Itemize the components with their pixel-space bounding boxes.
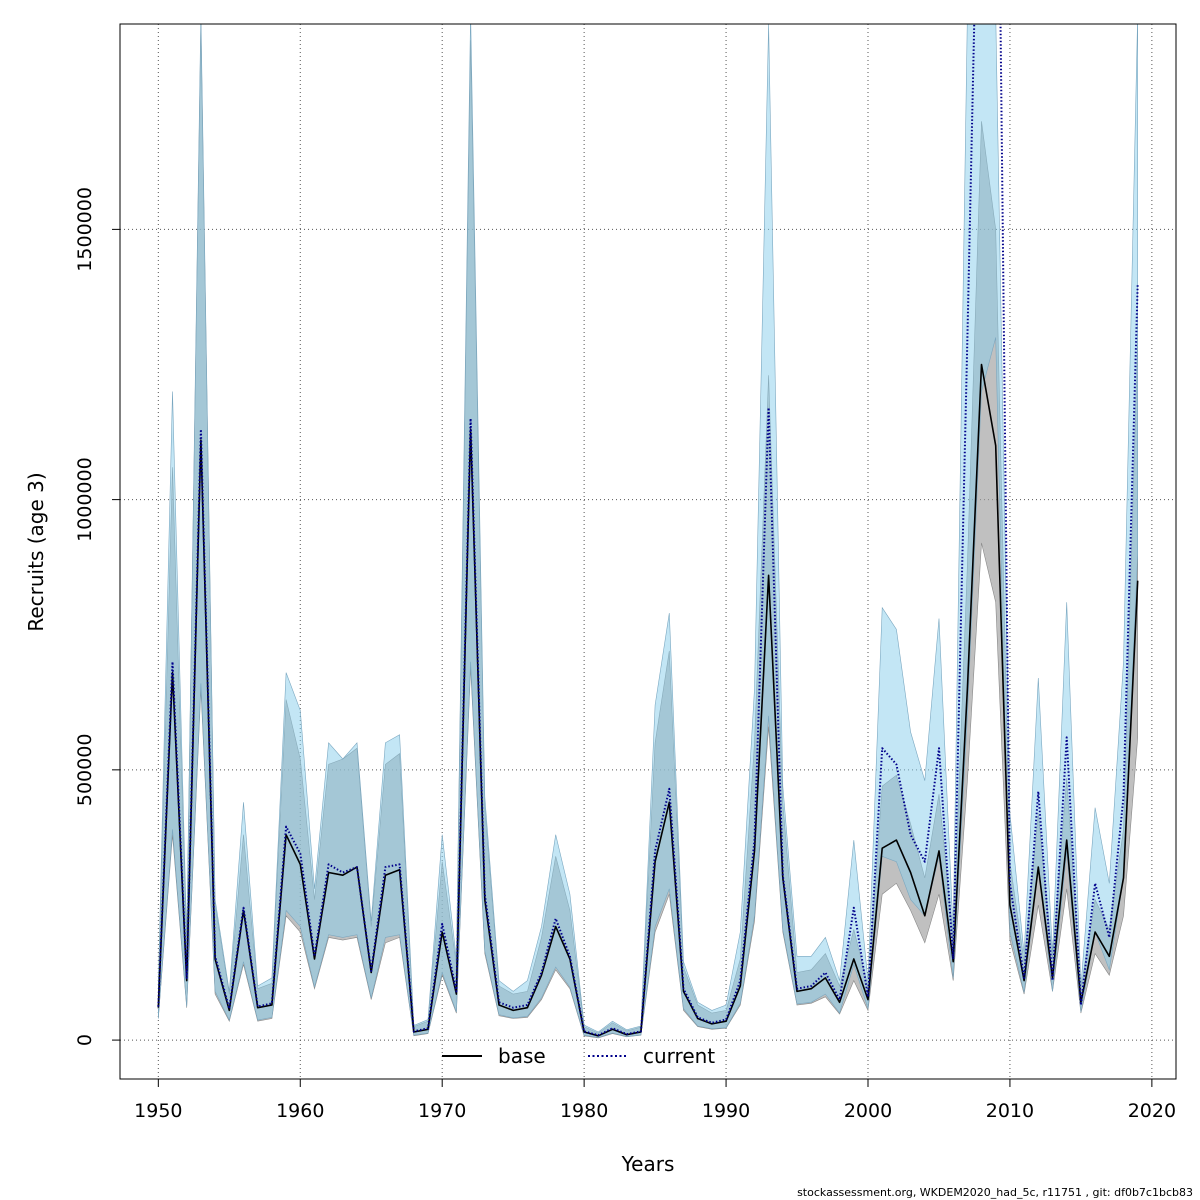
x-tick-label: 1980: [560, 1100, 608, 1122]
x-axis: 1950 1960 1970 1980 1990 2000 2010 2020: [134, 1079, 1176, 1122]
y-tick-label: 500000: [74, 734, 96, 807]
x-tick-label: 2010: [986, 1100, 1034, 1122]
x-tick-label: 1990: [702, 1100, 750, 1122]
y-tick-label: 1500000: [74, 187, 96, 272]
legend: base current: [442, 1044, 715, 1068]
footer-note: stockassessment.org, WKDEM2020_had_5c, r…: [797, 1186, 1193, 1199]
legend-label-base: base: [498, 1044, 546, 1068]
x-tick-label: 1970: [418, 1100, 466, 1122]
x-axis-title: Years: [621, 1152, 675, 1176]
y-tick-label: 1000000: [74, 457, 96, 542]
confidence-bands: [158, 24, 1138, 1039]
series-lines: [157, 24, 1139, 1037]
plot-frame: [119, 23, 1177, 1080]
current-confidence-band: [158, 24, 1138, 1038]
x-tick-label: 1950: [134, 1100, 182, 1122]
x-tick-label: 2020: [1128, 1100, 1176, 1122]
legend-label-current: current: [643, 1044, 715, 1068]
y-tick-label: 0: [74, 1034, 96, 1046]
y-axis: 0 500000 1000000 1500000: [74, 187, 120, 1046]
current-line: [157, 24, 1139, 1037]
y-axis-title: Recruits (age 3): [24, 472, 48, 631]
x-tick-label: 2000: [844, 1100, 892, 1122]
x-tick-label: 1960: [276, 1100, 324, 1122]
